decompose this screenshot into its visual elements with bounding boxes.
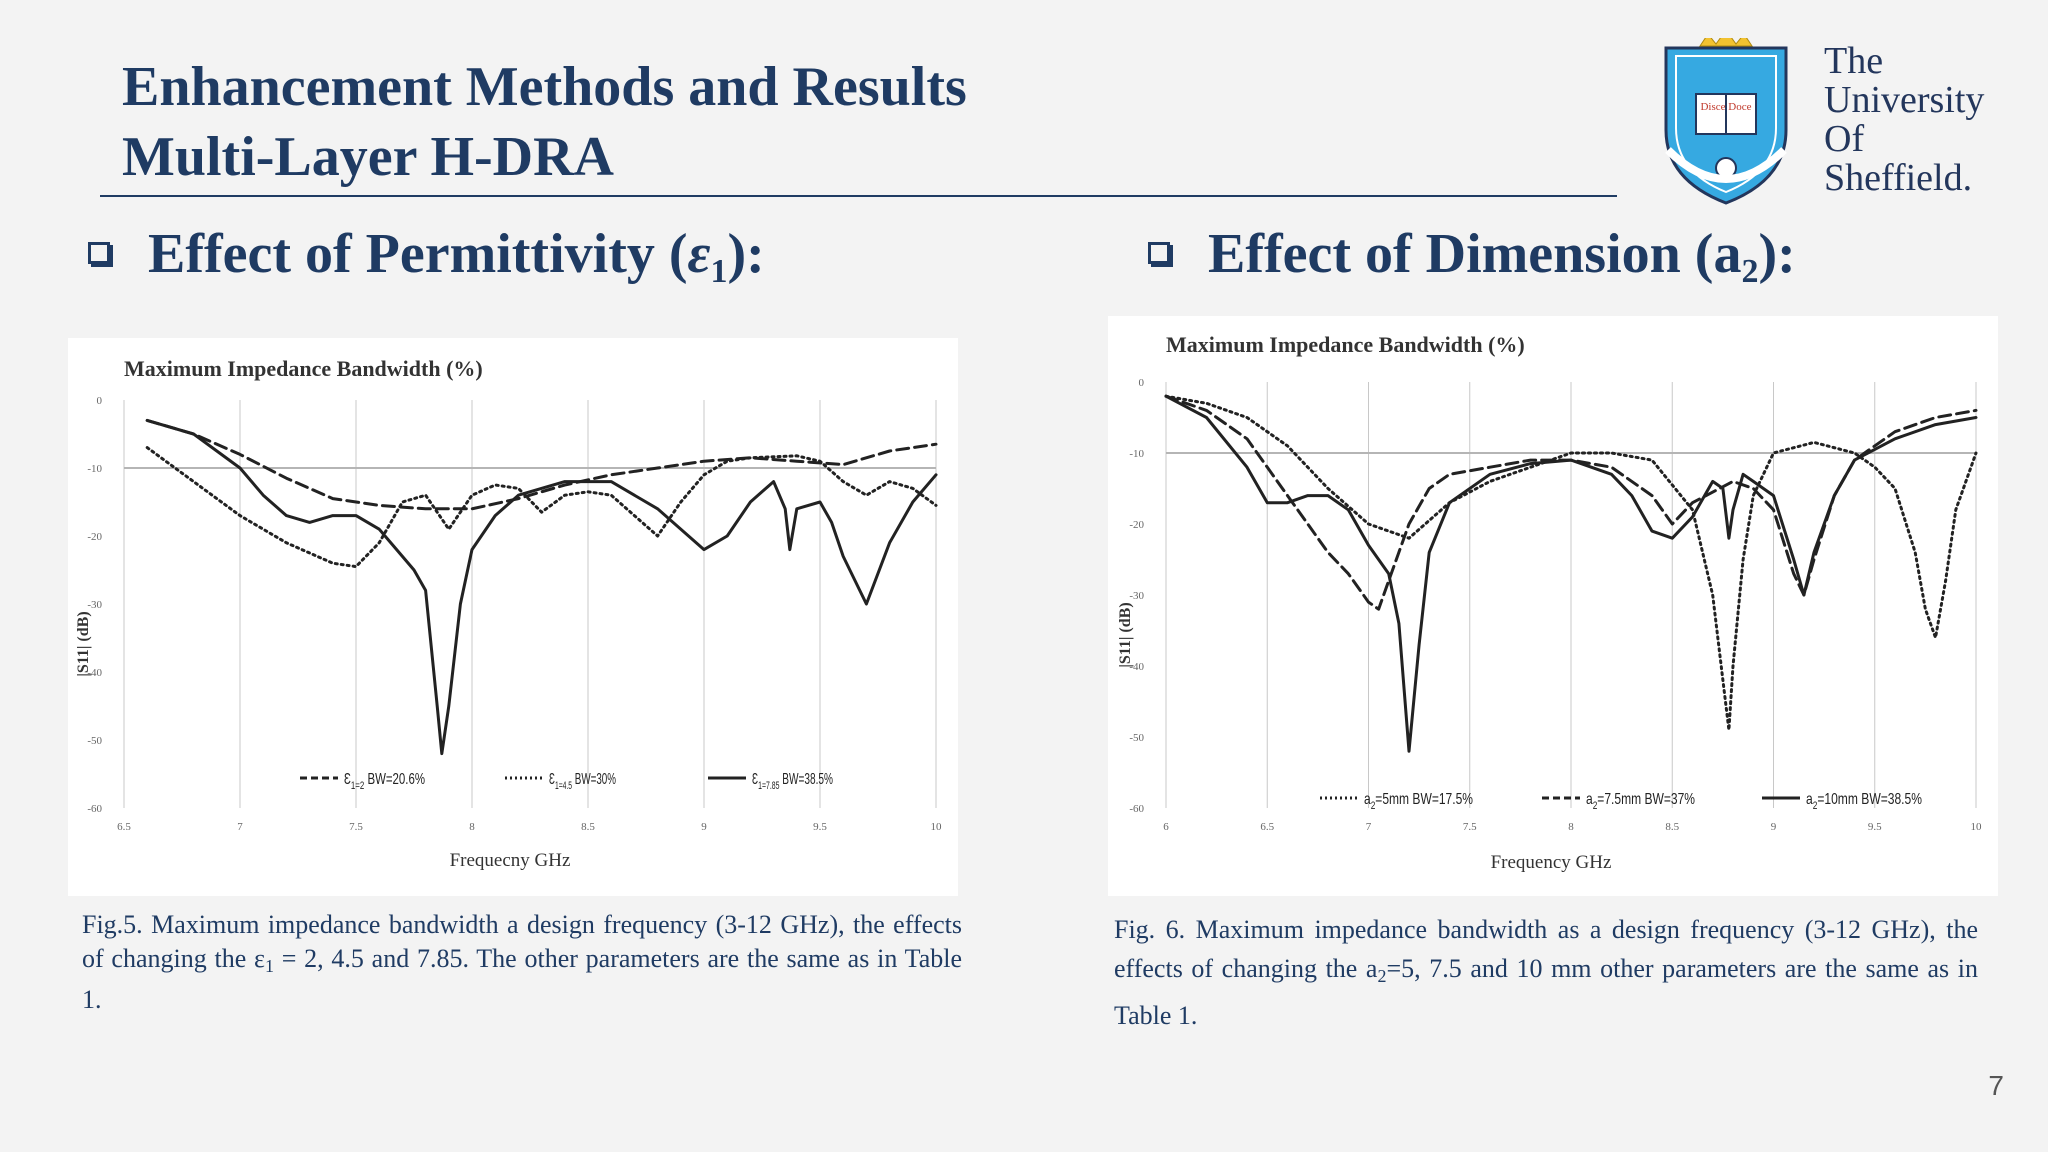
x-tick-label: 8.5 xyxy=(581,821,595,833)
x-tick-label: 7.5 xyxy=(349,821,363,833)
x-axis-label: Frequecny GHz xyxy=(450,850,571,871)
series-line-3 xyxy=(145,418,938,756)
y-tick-label: -10 xyxy=(87,463,102,475)
legend-label: a2=5mm BW=17.5% xyxy=(1364,791,1473,812)
x-tick-label: 10 xyxy=(931,821,943,833)
x-tick-label: 9 xyxy=(701,821,707,833)
y-tick-label: -50 xyxy=(87,735,102,747)
heading-text: Effect of Permittivity ( xyxy=(148,223,688,285)
chart-panel-dimension: Maximum Impedance Bandwidth (%) 6 6.5 7 7.5 8… xyxy=(1108,316,1998,896)
s11-chart-dimension: Maximum Impedance Bandwidth (%) 6 6.5 7 7.5 8… xyxy=(1117,332,1983,873)
title-line-2: Multi-Layer H-DRA xyxy=(122,126,614,188)
x-tick-label: 9.5 xyxy=(813,821,827,833)
x-tick-label: 9.5 xyxy=(1868,821,1882,833)
legend-label: Ɛ1=2 BW=20.6% xyxy=(344,771,425,792)
figure-caption-5: Fig.5. Maximum impedance bandwidth a des… xyxy=(82,908,962,1017)
y-tick-label: -30 xyxy=(87,599,102,611)
y-tick-label: -40 xyxy=(1129,661,1144,673)
y-tick-label: -20 xyxy=(1129,519,1144,531)
series-line-2 xyxy=(1164,394,1978,611)
caption-text: Fig.5. Maximum impedance bandwidth a des… xyxy=(82,910,962,973)
y-tick-label: 0 xyxy=(1139,377,1145,389)
x-axis-label: Frequency GHz xyxy=(1491,852,1612,873)
legend-label: Ɛ1=7.85 BW=38.5% xyxy=(752,771,833,792)
x-tick-label: 6 xyxy=(1163,821,1169,833)
title-divider xyxy=(100,195,1617,197)
x-tick-label: 7 xyxy=(237,821,243,833)
y-tick-label: -60 xyxy=(87,803,102,815)
caption-subscript: 1 xyxy=(264,956,274,976)
x-tick-label: 10 xyxy=(1971,821,1983,833)
caption-text: Fig. 6. Maximum impedance bandwidth as a… xyxy=(1114,915,1978,983)
section-heading-dimension: Effect of Dimension (a2): xyxy=(1148,222,1796,291)
shield-motto: Disce Doce xyxy=(1700,101,1751,113)
series-line-1 xyxy=(1164,394,1978,732)
x-tick-label: 7 xyxy=(1366,821,1372,833)
logo-line-1: The xyxy=(1824,40,1884,82)
series-line-1 xyxy=(145,418,938,511)
logo-line-2: University xyxy=(1824,79,1985,121)
logo-line-4: Sheffield. xyxy=(1824,157,1973,199)
series-line-2 xyxy=(145,446,938,569)
checkbox-bullet-icon xyxy=(1148,242,1170,265)
x-tick-label: 9 xyxy=(1771,821,1777,833)
chart-panel-permittivity: Maximum Impedance Bandwidth (%) 6.5 7 7.5 8 8… xyxy=(68,338,958,896)
heading-text: Effect of Dimension ( xyxy=(1208,223,1714,285)
y-tick-label: -40 xyxy=(87,667,102,679)
university-name: The University Of Sheffield. xyxy=(1824,42,1984,198)
x-tick-label: 7.5 xyxy=(1463,821,1477,833)
section-heading-permittivity: Effect of Permittivity (ε1): xyxy=(88,222,765,291)
caption-subscript: 2 xyxy=(1377,966,1387,986)
series-line-3 xyxy=(1164,394,1978,753)
title-line-1: Enhancement Methods and Results xyxy=(122,56,967,118)
y-tick-label: -30 xyxy=(1129,590,1144,602)
caption-text-end: =5, 7.5 and 10 mm other parameters are t… xyxy=(1114,954,1979,1030)
y-tick-label: 0 xyxy=(97,395,103,407)
heading-symbol: ε xyxy=(687,223,711,285)
slide-title: Enhancement Methods and Results Multi-La… xyxy=(122,52,967,192)
legend-label: a2=7.5mm BW=37% xyxy=(1586,791,1695,812)
heading-symbol: a xyxy=(1713,223,1742,285)
heading-suffix: ): xyxy=(727,223,765,285)
heading-subscript: 2 xyxy=(1741,253,1759,290)
x-tick-label: 6.5 xyxy=(1260,821,1274,833)
university-logo: Disce Doce xyxy=(1664,38,1788,205)
y-tick-label: -10 xyxy=(1129,448,1144,460)
checkbox-bullet-icon xyxy=(88,242,110,265)
legend-label: a2=10mm BW=38.5% xyxy=(1806,791,1922,812)
shield-icon: Disce Doce xyxy=(1664,38,1788,205)
page-number: 7 xyxy=(1988,1070,2004,1101)
y-tick-label: -60 xyxy=(1129,803,1144,815)
heading-suffix: ): xyxy=(1758,223,1796,285)
s11-chart-permittivity: Maximum Impedance Bandwidth (%) 6.5 7 7.5 8 8… xyxy=(75,356,943,871)
x-tick-label: 8 xyxy=(469,821,475,833)
x-tick-label: 8.5 xyxy=(1665,821,1679,833)
heading-subscript: 1 xyxy=(710,253,728,290)
chart-title: Maximum Impedance Bandwidth (%) xyxy=(124,356,483,381)
caption-text-end: = 2, 4.5 and 7.85. The other parameters … xyxy=(82,944,962,1014)
x-tick-label: 6.5 xyxy=(117,821,131,833)
y-axis-label: |S11| (dB) xyxy=(1117,602,1134,667)
y-tick-label: -20 xyxy=(87,531,102,543)
logo-line-3: Of xyxy=(1824,118,1865,160)
y-axis-label: |S11| (dB) xyxy=(75,611,92,676)
legend-label: Ɛ1=4.5 BW=30% xyxy=(549,771,616,792)
chart-title: Maximum Impedance Bandwidth (%) xyxy=(1166,332,1525,357)
x-tick-label: 8 xyxy=(1568,821,1574,833)
y-tick-label: -50 xyxy=(1129,732,1144,744)
figure-caption-6: Fig. 6. Maximum impedance bandwidth as a… xyxy=(1114,910,1978,1035)
